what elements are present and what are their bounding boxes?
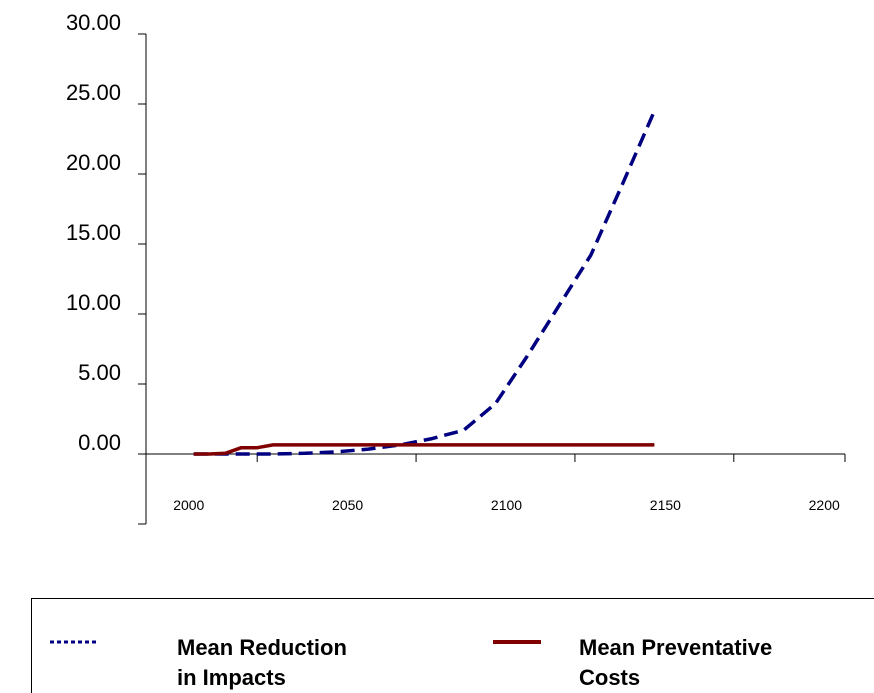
- x-tick-labels: 2000 2050 2100 2150 2200: [173, 497, 840, 513]
- legend-label-mean-preventative-costs: Mean Preventative Costs: [579, 633, 772, 693]
- y-tick-label: 5.00: [78, 360, 121, 385]
- series-layer: [193, 110, 657, 456]
- y-tick-label: 10.00: [66, 290, 121, 315]
- y-tick-label: 25.00: [66, 80, 121, 105]
- legend-label-mean-reduction: Mean Reduction in Impacts: [177, 633, 347, 693]
- y-tick-label: 30.00: [66, 10, 121, 35]
- axes: [138, 33, 846, 525]
- series-line-mean-preventative-costs: [193, 443, 655, 456]
- x-tick-label: 2100: [491, 497, 522, 513]
- legend-label-line: in Impacts: [177, 665, 286, 690]
- y-tick-label: 0.00: [78, 430, 121, 455]
- x-tick-label: 2000: [173, 497, 204, 513]
- legend-swatch-mean-reduction: [50, 640, 96, 644]
- legend: Mean Reduction in Impacts Mean Preventat…: [31, 598, 874, 693]
- series-line-mean-reduction-in-impacts: [193, 110, 657, 456]
- y-tick-label: 20.00: [66, 150, 121, 175]
- y-tick-label: 15.00: [66, 220, 121, 245]
- x-tick-label: 2150: [650, 497, 681, 513]
- legend-swatch-mean-preventative-costs: [493, 640, 541, 644]
- x-tick-label: 2050: [332, 497, 363, 513]
- legend-label-line: Mean Reduction: [177, 635, 347, 660]
- legend-label-line: Mean Preventative: [579, 635, 773, 660]
- y-tick-labels: 30.00 25.00 20.00 15.00 10.00 5.00 0.00: [66, 10, 121, 455]
- legend-label-line: Costs: [579, 665, 641, 690]
- x-tick-label: 2200: [809, 497, 840, 513]
